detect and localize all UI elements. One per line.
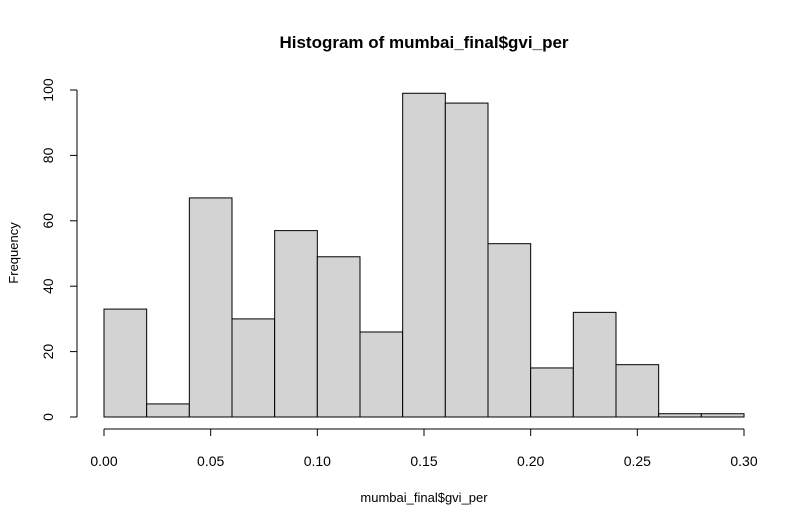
histogram-bar bbox=[658, 413, 702, 418]
y-tick-label: 80 bbox=[40, 147, 56, 163]
x-tick-label: 0.00 bbox=[90, 453, 117, 469]
histogram-bar bbox=[231, 318, 276, 418]
histogram-bar bbox=[103, 308, 148, 418]
histogram-bar bbox=[359, 331, 404, 418]
y-axis-title: Frequency bbox=[6, 222, 21, 284]
x-tick-label: 0.05 bbox=[197, 453, 224, 469]
histogram-bar bbox=[530, 367, 574, 418]
histogram-bar bbox=[487, 243, 532, 418]
bars-group bbox=[103, 92, 745, 418]
y-tick-label: 20 bbox=[40, 344, 56, 360]
x-axis-title: mumbai_final$gvi_per bbox=[360, 490, 488, 505]
histogram-bar bbox=[615, 364, 660, 418]
x-tick-label: 0.15 bbox=[410, 453, 437, 469]
x-tick-label: 0.10 bbox=[304, 453, 331, 469]
chart-title: Histogram of mumbai_final$gvi_per bbox=[279, 33, 568, 52]
x-tick-label: 0.25 bbox=[624, 453, 651, 469]
histogram-bar bbox=[700, 413, 745, 418]
histogram-bar bbox=[146, 403, 190, 418]
histogram-bar bbox=[274, 230, 318, 418]
histogram-bar bbox=[188, 197, 233, 418]
y-tick-label: 100 bbox=[40, 78, 56, 102]
histogram-bar bbox=[572, 311, 617, 418]
x-tick-label: 0.30 bbox=[730, 453, 757, 469]
histogram-bar bbox=[444, 102, 489, 418]
x-tick-label: 0.20 bbox=[517, 453, 544, 469]
histogram-bar bbox=[316, 256, 361, 418]
histogram-bar bbox=[402, 92, 446, 418]
y-tick-label: 40 bbox=[40, 278, 56, 294]
y-tick-label: 60 bbox=[40, 213, 56, 229]
x-axis: 0.00 0.05 0.10 0.15 0.20 0.25 0.30 bbox=[90, 428, 758, 469]
y-tick-label: 0 bbox=[40, 413, 56, 421]
y-axis: 0 20 40 60 80 100 bbox=[40, 78, 78, 421]
